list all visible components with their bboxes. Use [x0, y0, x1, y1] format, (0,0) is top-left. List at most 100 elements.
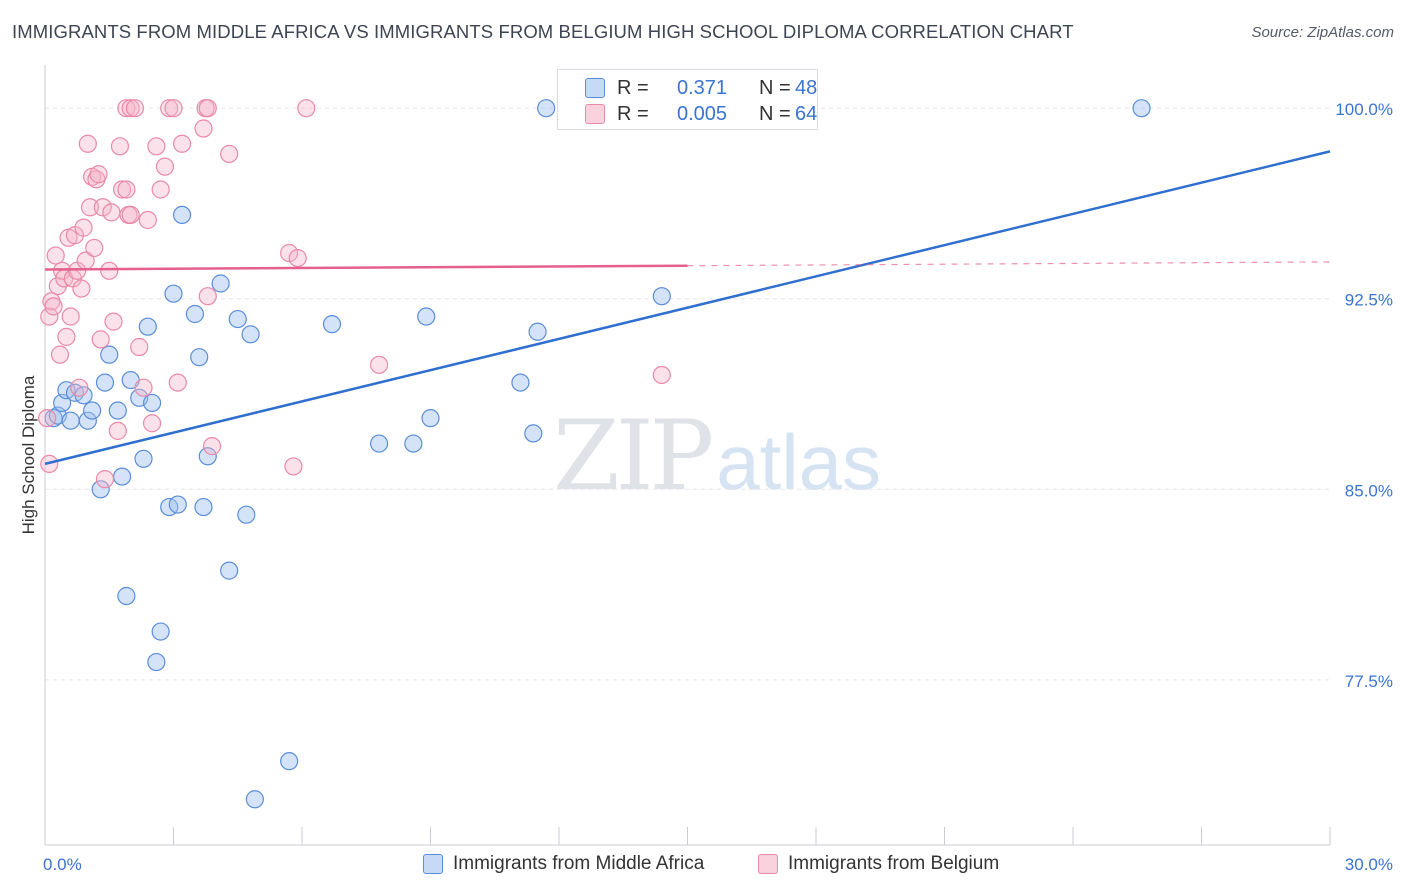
- point-belgium: [652, 365, 671, 385]
- y-tick-label: 77.5%: [1345, 672, 1393, 691]
- point-belgium: [38, 409, 57, 428]
- point-belgium: [44, 297, 63, 316]
- chart-title: IMMIGRANTS FROM MIDDLE AFRICA VS IMMIGRA…: [12, 21, 1074, 42]
- point-belgium: [134, 378, 153, 397]
- trend-line-belgium: [44, 264, 688, 271]
- legend-r-value: 0.371: [677, 76, 728, 99]
- point-belgium: [61, 307, 80, 326]
- point-belgium: [194, 119, 213, 138]
- point-middle-africa: [537, 99, 556, 118]
- point-middle-africa: [112, 467, 132, 486]
- point-middle-africa: [172, 205, 192, 225]
- point-belgium: [168, 373, 187, 392]
- watermark-zip: ZIP: [553, 400, 714, 512]
- point-belgium: [138, 210, 157, 230]
- point-belgium: [78, 134, 97, 153]
- point-middle-africa: [528, 322, 547, 341]
- legend-swatch-middle-africa: [585, 78, 605, 98]
- point-middle-africa: [322, 315, 342, 334]
- point-middle-africa: [511, 373, 530, 392]
- point-middle-africa: [524, 424, 543, 443]
- point-belgium: [284, 457, 303, 476]
- point-middle-africa: [185, 304, 205, 324]
- legend-swatch-belgium: [585, 104, 605, 124]
- point-middle-africa: [142, 393, 162, 413]
- point-middle-africa: [147, 652, 166, 672]
- point-belgium: [202, 437, 222, 456]
- point-belgium: [151, 180, 170, 199]
- point-middle-africa: [168, 495, 187, 514]
- point-middle-africa: [417, 307, 436, 326]
- point-belgium: [108, 421, 127, 440]
- point-belgium: [91, 330, 110, 349]
- point-belgium: [198, 99, 217, 118]
- legend-label-middle-africa: Immigrants from Middle Africa: [453, 853, 705, 874]
- legend-item-middle-africa[interactable]: Immigrants from Middle Africa: [423, 852, 704, 876]
- watermark-atlas: atlas: [716, 418, 881, 506]
- point-middle-africa: [190, 348, 209, 367]
- point-belgium: [164, 99, 183, 118]
- point-middle-africa: [421, 409, 440, 428]
- point-belgium: [172, 134, 192, 153]
- trend-line-extension-belgium: [687, 261, 1331, 267]
- point-belgium: [57, 327, 76, 346]
- point-belgium: [370, 355, 389, 374]
- point-belgium: [93, 198, 112, 217]
- point-middle-africa: [134, 449, 153, 468]
- point-middle-africa: [404, 434, 423, 453]
- point-belgium: [147, 137, 166, 156]
- watermark: ZIPatlas: [553, 400, 881, 512]
- point-middle-africa: [138, 317, 157, 336]
- point-middle-africa: [117, 586, 136, 606]
- point-middle-africa: [228, 309, 247, 329]
- legend-r-label: R =: [617, 76, 649, 99]
- y-tick-label: 92.5%: [1345, 291, 1393, 310]
- point-middle-africa: [237, 505, 256, 524]
- legend-swatch-middle-africa: [423, 854, 443, 874]
- point-belgium: [74, 218, 93, 237]
- point-belgium: [130, 337, 149, 357]
- point-middle-africa: [211, 274, 230, 293]
- point-belgium: [100, 261, 119, 280]
- point-belgium: [125, 99, 145, 118]
- point-belgium: [121, 205, 140, 225]
- point-middle-africa: [370, 434, 389, 453]
- point-middle-africa: [91, 480, 110, 499]
- point-middle-africa: [83, 401, 102, 420]
- y-tick-label: 100.0%: [1335, 100, 1393, 119]
- point-middle-africa: [198, 447, 217, 466]
- point-belgium: [70, 378, 89, 397]
- point-belgium: [50, 345, 70, 364]
- legend-n-label: N =: [759, 102, 791, 125]
- point-middle-africa: [164, 284, 183, 303]
- point-belgium: [46, 246, 65, 265]
- point-middle-africa: [108, 401, 127, 420]
- legend-swatch-belgium: [758, 854, 778, 874]
- point-belgium: [95, 470, 115, 489]
- legend-n-value: 48: [795, 76, 818, 99]
- legend-r-label: R =: [617, 102, 649, 125]
- point-belgium: [142, 414, 162, 433]
- point-belgium: [80, 198, 100, 217]
- legend-n-label: N =: [759, 76, 791, 99]
- legend-item-belgium[interactable]: Immigrants from Belgium: [758, 852, 999, 876]
- legend-r-value: 0.005: [677, 102, 728, 125]
- source-credit: Source: ZipAtlas.com: [1251, 24, 1394, 41]
- point-middle-africa: [151, 622, 170, 641]
- point-belgium: [104, 312, 123, 331]
- point-belgium: [220, 144, 239, 164]
- point-belgium: [198, 287, 217, 306]
- point-middle-africa: [95, 373, 115, 392]
- point-middle-africa: [245, 790, 264, 809]
- point-belgium: [288, 248, 307, 268]
- point-middle-africa: [194, 497, 213, 517]
- x-tick-label: 30.0%: [1345, 855, 1393, 874]
- point-middle-africa: [100, 345, 119, 364]
- correlation-legend: R = 0.371 N = 48 R = 0.005 N = 64: [557, 69, 818, 130]
- point-middle-africa: [241, 325, 260, 344]
- point-belgium: [102, 203, 121, 222]
- point-middle-africa: [652, 287, 671, 306]
- point-belgium: [40, 307, 59, 326]
- y-tick-label: 85.0%: [1345, 481, 1393, 500]
